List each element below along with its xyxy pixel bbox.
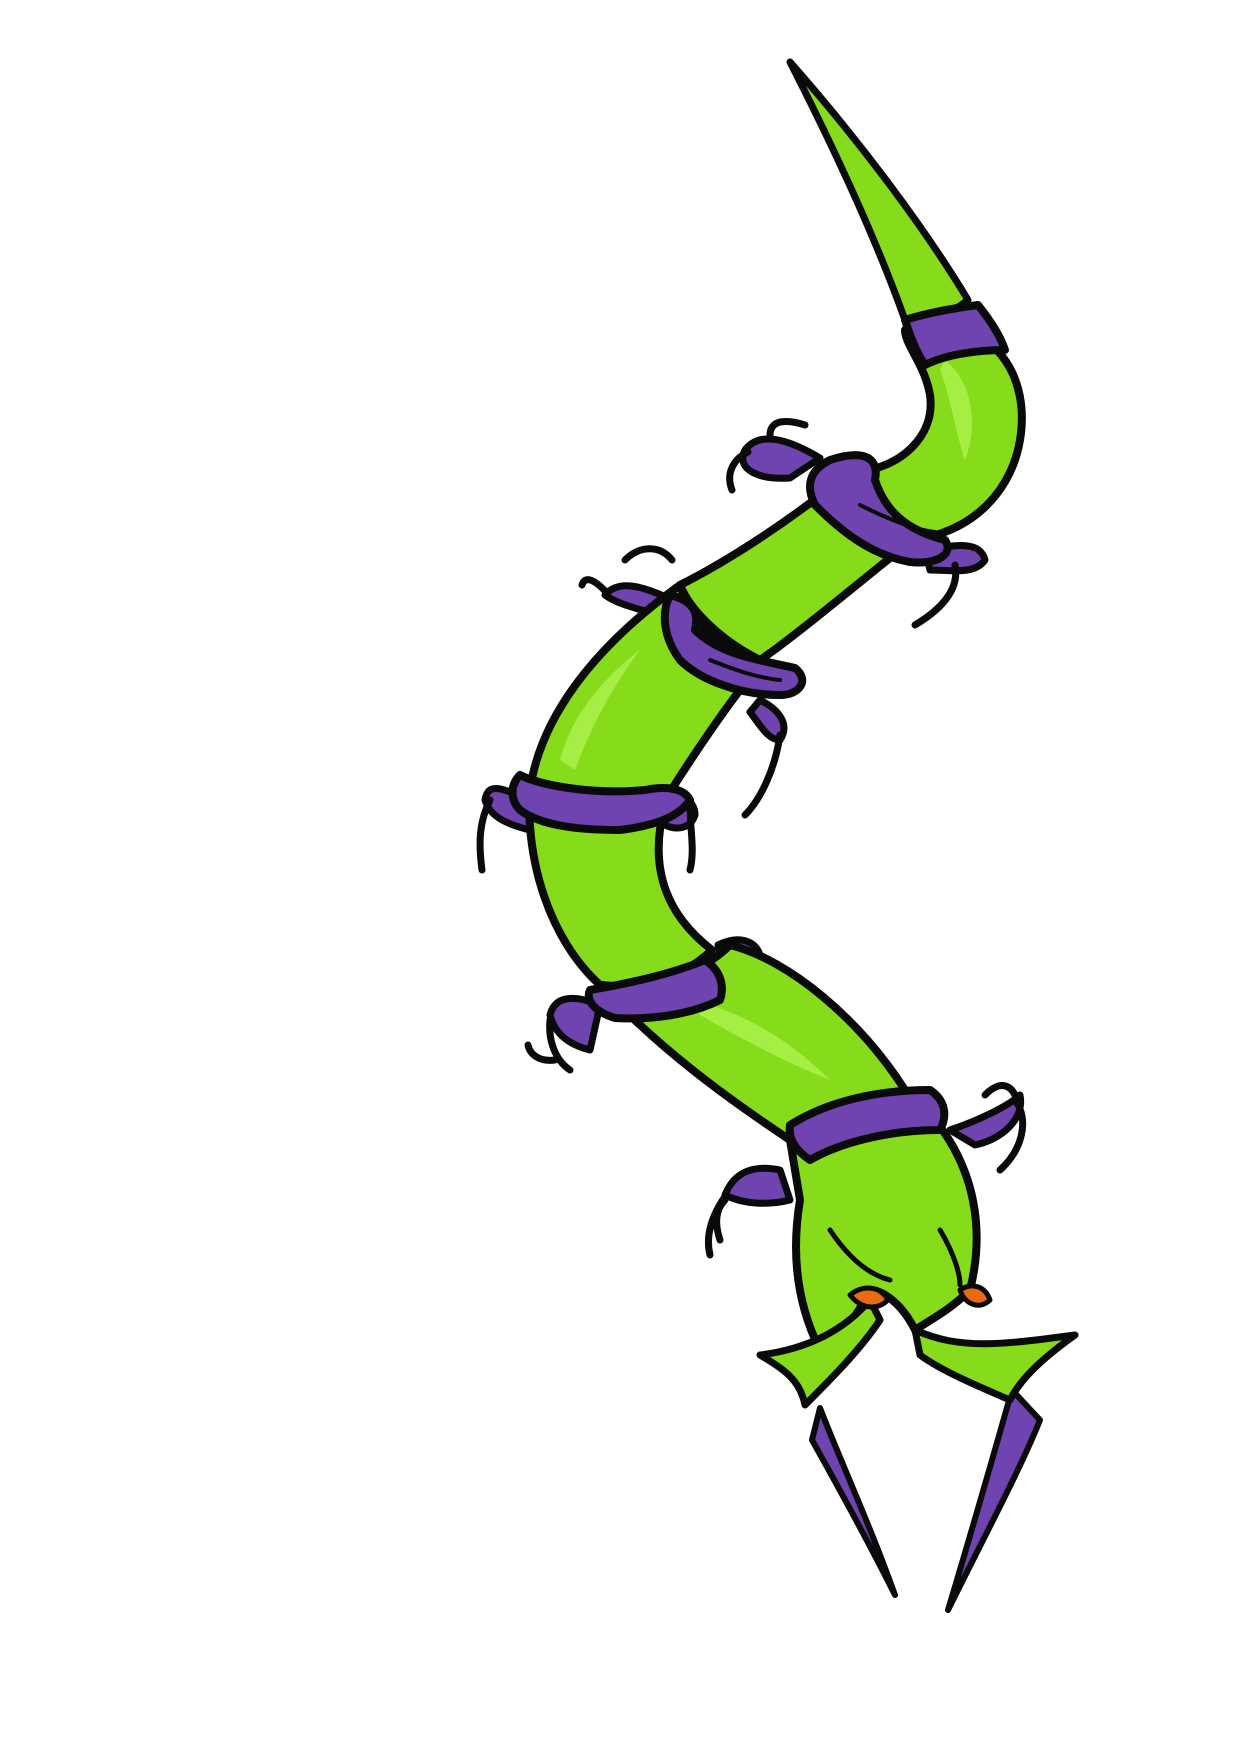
leg-second-right-claw: [741, 731, 784, 819]
leg-second-left-claw: [578, 545, 676, 596]
band-6: [785, 1086, 949, 1164]
leg-fourth-left: [546, 994, 604, 1054]
body-highlight-3: [690, 1000, 830, 1080]
band-5: [584, 956, 726, 1023]
eyes: [847, 1283, 993, 1310]
left-jaw: [756, 1296, 884, 1409]
right-jaw: [911, 1326, 1079, 1404]
band-2: [806, 451, 952, 567]
detail-stroke-3: [858, 503, 937, 534]
leg-fifth-right: [946, 1091, 1025, 1149]
ink-details: [708, 503, 963, 1288]
leg-third-left-claw: [476, 796, 494, 874]
band-1: [901, 301, 1009, 369]
body-highlight-2: [560, 650, 640, 770]
leg-upper-right-claw: [911, 561, 960, 629]
detail-stroke-1: [827, 1227, 893, 1283]
band-4: [508, 771, 694, 834]
leg-upper-left-claw: [726, 417, 809, 494]
detail-stroke-4: [708, 658, 782, 682]
detail-stroke-2: [937, 1227, 963, 1288]
mandibles: [809, 1387, 1043, 1613]
left-mandible: [809, 1405, 898, 1598]
legs: [476, 417, 1027, 1259]
leg-fourth-left-claw: [524, 1016, 574, 1074]
left-eye: [847, 1285, 891, 1310]
leg-fifth-left-claw: [704, 1191, 730, 1259]
band-3: [660, 591, 807, 699]
leg-fifth-right-claw: [981, 1082, 1027, 1174]
leg-third-right-claw: [686, 801, 696, 874]
bands: [508, 301, 1009, 1164]
right-mandible: [945, 1387, 1043, 1613]
right-eye: [957, 1283, 993, 1308]
body-highlight-1: [940, 360, 973, 460]
